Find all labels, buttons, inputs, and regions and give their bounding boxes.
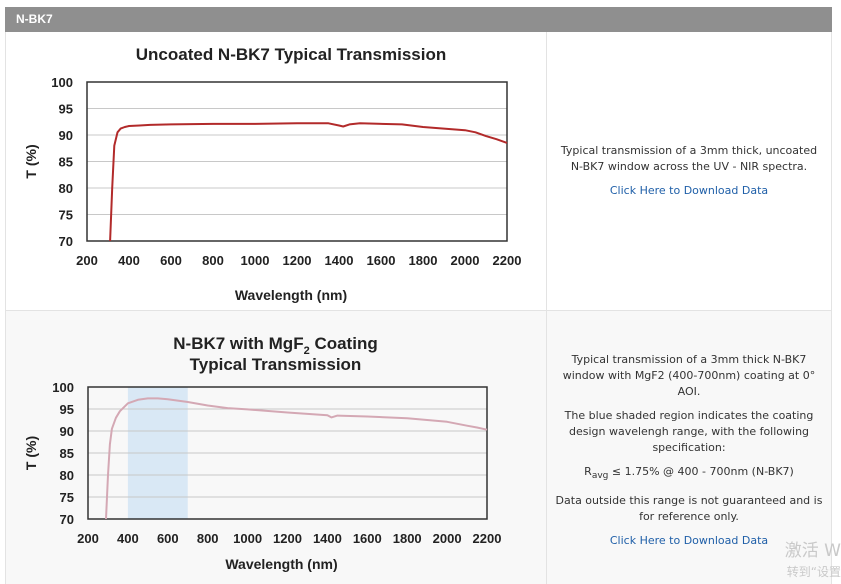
chart-title: N-BK7 with MgF2 Coating	[173, 334, 377, 357]
y-axis-label: T (%)	[23, 144, 39, 178]
plot-frame	[86, 81, 508, 242]
y-tick-label: 95	[59, 102, 73, 117]
section-header: N-BK7	[5, 7, 832, 32]
chart-title-line2: Typical Transmission	[190, 355, 362, 374]
description-cell-uncoated: Typical transmission of a 3mm thick, unc…	[547, 32, 831, 310]
y-tick-label: 90	[59, 128, 73, 143]
transmission-series-line	[105, 397, 488, 520]
download-data-link[interactable]: Click Here to Download Data	[609, 184, 769, 197]
activation-watermark-sub: 转到“设置	[786, 565, 841, 579]
x-tick-label: 600	[160, 253, 182, 268]
x-tick-label: 1600	[353, 531, 382, 546]
x-tick-label: 1200	[273, 531, 302, 546]
transmission-chart-uncoated: Uncoated N-BK7 Typical Transmission 70 75 8…	[23, 45, 522, 303]
y-tick-label: 100	[51, 75, 73, 90]
x-tick-label: 1800	[393, 531, 422, 546]
description-cell-mgf2: Typical transmission of a 3mm thick N-BK…	[547, 311, 831, 584]
chart-title-suffix: Coating	[310, 334, 378, 353]
x-tick-label: 1400	[313, 531, 342, 546]
x-tick-label: 2200	[473, 531, 502, 546]
spec-value: ≤ 1.75% @ 400 - 700nm (N-BK7)	[611, 465, 794, 479]
y-tick-label: 70	[60, 512, 74, 527]
y-tick-label: 90	[60, 424, 74, 439]
product-row-mgf2: N-BK7 with MgF2 Coating Typical Transmiss…	[5, 311, 832, 584]
reference-note: Data outside this range is not guarantee…	[555, 493, 823, 523]
x-tick-label: 400	[117, 531, 139, 546]
activation-watermark: 激活 W	[784, 541, 841, 561]
product-row-uncoated: Uncoated N-BK7 Typical Transmission 70 75 8…	[5, 32, 832, 311]
x-axis-label: Wavelength (nm)	[225, 556, 337, 572]
x-tick-label: 1600	[367, 253, 396, 268]
spec-symbol: R	[584, 465, 592, 479]
x-axis-label: Wavelength (nm)	[235, 287, 347, 303]
section-title: N-BK7	[16, 12, 53, 26]
x-tick-label: 2200	[493, 253, 522, 268]
x-tick-label: 1000	[233, 531, 262, 546]
spec-subscript: avg	[591, 471, 609, 482]
y-tick-label: 80	[59, 181, 73, 196]
coating-spec: Ravg ≤ 1.75% @ 400 - 700nm (N-BK7)	[584, 464, 794, 484]
y-tick-label: 95	[60, 402, 74, 417]
x-tick-label: 1000	[241, 253, 270, 268]
y-tick-label: 75	[59, 208, 73, 223]
x-tick-label: 1400	[325, 253, 354, 268]
chart-cell-uncoated: Uncoated N-BK7 Typical Transmission 70 75 8…	[6, 32, 547, 310]
y-tick-label: 70	[59, 234, 73, 249]
y-axis-label: T (%)	[23, 436, 39, 470]
chart-title-prefix: N-BK7 with MgF	[173, 334, 303, 353]
x-tick-label: 600	[157, 531, 179, 546]
x-tick-label: 400	[118, 253, 140, 268]
x-tick-label: 1800	[409, 253, 438, 268]
plot-frame	[87, 386, 488, 520]
transmission-series-line	[109, 122, 508, 242]
shaded-region-note: The blue shaded region indicates the coa…	[564, 409, 814, 455]
x-tick-label: 800	[202, 253, 224, 268]
y-tick-label: 80	[60, 468, 74, 483]
chart-cell-mgf2: N-BK7 with MgF2 Coating Typical Transmiss…	[6, 311, 547, 584]
chart-description: Typical transmission of a 3mm thick, unc…	[560, 144, 818, 173]
x-tick-label: 200	[77, 531, 99, 546]
y-tick-label: 85	[60, 446, 74, 461]
y-tick-label: 85	[59, 155, 73, 170]
x-tick-label: 2000	[433, 531, 462, 546]
y-tick-label: 100	[52, 380, 74, 395]
x-tick-label: 200	[76, 253, 98, 268]
x-tick-label: 2000	[451, 253, 480, 268]
x-tick-label: 800	[197, 531, 219, 546]
download-data-link[interactable]: Click Here to Download Data	[609, 533, 769, 547]
chart-description: Typical transmission of a 3mm thick N-BK…	[562, 353, 816, 399]
y-tick-label: 75	[60, 490, 74, 505]
x-tick-label: 1200	[283, 253, 312, 268]
chart-title-subscript: 2	[304, 345, 310, 357]
chart-title: Uncoated N-BK7 Typical Transmission	[136, 45, 446, 64]
